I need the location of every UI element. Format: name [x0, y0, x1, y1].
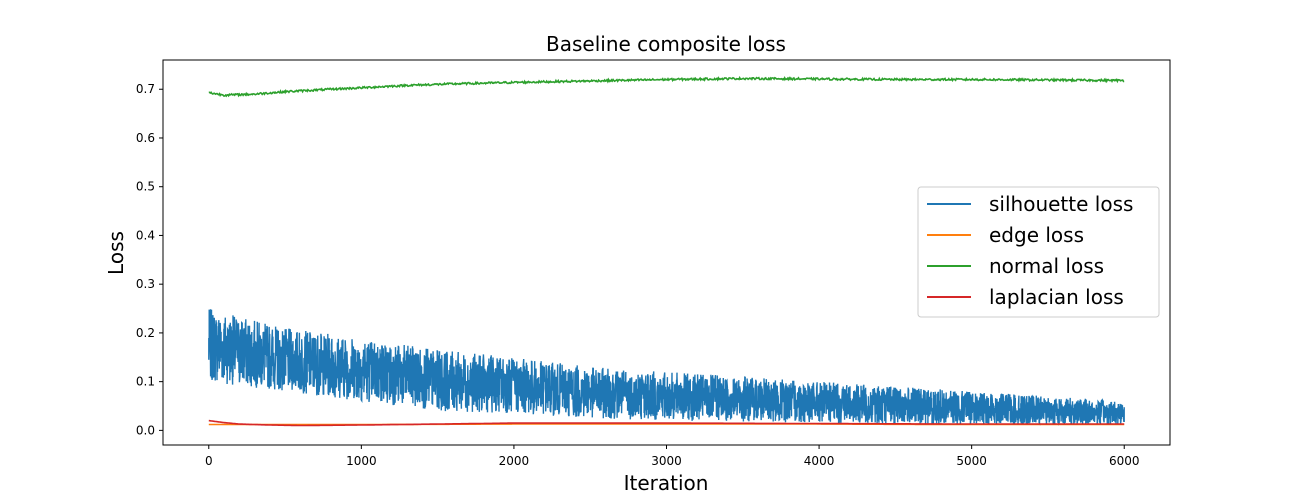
y-tick-label: 0.7	[136, 82, 155, 96]
legend-label: normal loss	[989, 254, 1104, 278]
legend-label: laplacian loss	[989, 285, 1124, 309]
y-tick-label: 0.0	[136, 423, 155, 437]
y-axis: 0.0 0.1 0.2 0.3 0.4 0.5 0.6 0.7	[136, 82, 163, 437]
y-tick-label: 0.1	[136, 375, 155, 389]
series-line-laplacian-loss	[208, 419, 1125, 427]
series-line-normal-loss	[208, 75, 1125, 98]
x-tick-label: 4000	[804, 454, 835, 468]
y-tick-label: 0.5	[136, 180, 155, 194]
chart-title: Baseline composite loss	[546, 32, 786, 56]
y-tick-label: 0.4	[136, 228, 155, 242]
x-tick-label: 6000	[1109, 454, 1140, 468]
x-tick-label: 3000	[651, 454, 682, 468]
y-tick-label: 0.2	[136, 326, 155, 340]
legend-label: silhouette loss	[989, 192, 1133, 216]
y-tick-label: 0.3	[136, 277, 155, 291]
x-tick-label: 2000	[499, 454, 530, 468]
legend-label: edge loss	[989, 223, 1084, 247]
y-tick-label: 0.6	[136, 131, 155, 145]
x-axis-label: Iteration	[624, 471, 709, 495]
y-axis-label: Loss	[104, 231, 128, 275]
plot-area	[208, 75, 1125, 427]
legend: silhouette loss edge loss normal loss lapla…	[917, 186, 1160, 318]
x-tick-label: 1000	[346, 454, 377, 468]
x-tick-label: 5000	[956, 454, 987, 468]
x-tick-label: 0	[205, 454, 213, 468]
series-line-silhouette-loss	[208, 309, 1125, 426]
x-axis: 0 1000 2000 3000 4000 5000 6000	[205, 445, 1140, 468]
legend-frame	[917, 186, 1160, 318]
